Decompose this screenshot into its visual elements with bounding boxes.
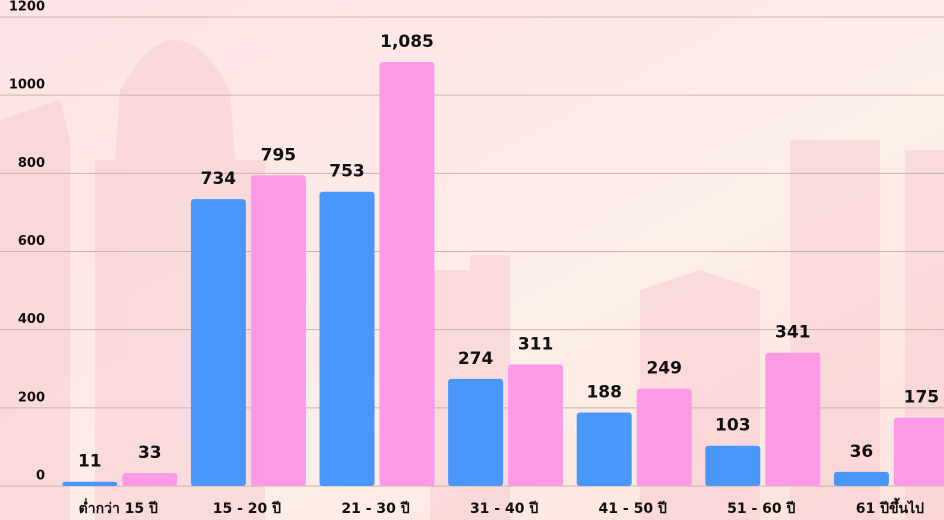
x-tick-label: 21 - 30 ปี	[341, 501, 409, 517]
value-label: 311	[518, 334, 554, 354]
y-tick-label: 600	[18, 234, 45, 249]
bar	[508, 364, 563, 486]
value-label: 188	[586, 383, 622, 403]
bar	[637, 389, 692, 486]
y-tick-label: 400	[18, 312, 45, 327]
value-label: 249	[646, 359, 682, 379]
bar	[320, 192, 375, 486]
value-label: 36	[850, 442, 874, 462]
value-label: 33	[138, 443, 162, 463]
bar	[705, 446, 760, 486]
value-label: 274	[458, 349, 494, 369]
bar	[894, 418, 944, 486]
x-tick-label: 51 - 60 ปี	[727, 501, 795, 517]
value-label: 341	[775, 323, 811, 343]
bar	[765, 353, 820, 486]
value-label: 795	[261, 145, 297, 165]
value-label: 753	[329, 162, 365, 182]
bar	[448, 379, 503, 486]
value-label: 175	[904, 388, 940, 408]
y-tick-label: 0	[36, 469, 45, 484]
value-label: 103	[715, 416, 751, 436]
x-tick-label: 15 - 20 ปี	[213, 501, 281, 517]
chart: 0 200 400 600 800 1000 1200 ต่ำกว่า 15 ปี 11 33 15…	[0, 0, 944, 520]
bar	[122, 473, 177, 486]
value-label: 734	[201, 169, 237, 189]
value-label: 1,085	[380, 32, 434, 52]
y-tick-label: 800	[18, 156, 45, 171]
bar	[62, 482, 117, 486]
bar	[380, 62, 435, 486]
x-tick-label: ต่ำกว่า 15 ปี	[79, 498, 158, 517]
value-label: 11	[78, 452, 102, 472]
bar	[834, 472, 889, 486]
bar	[251, 175, 306, 486]
y-tick-label: 1000	[9, 78, 45, 93]
x-tick-label: 31 - 40 ปี	[470, 501, 538, 517]
y-tick-label: 200	[18, 390, 45, 405]
y-tick-label: 1200	[9, 0, 45, 15]
bar	[191, 199, 246, 486]
bar	[577, 413, 632, 486]
x-tick-label: 41 - 50 ปี	[599, 501, 667, 517]
